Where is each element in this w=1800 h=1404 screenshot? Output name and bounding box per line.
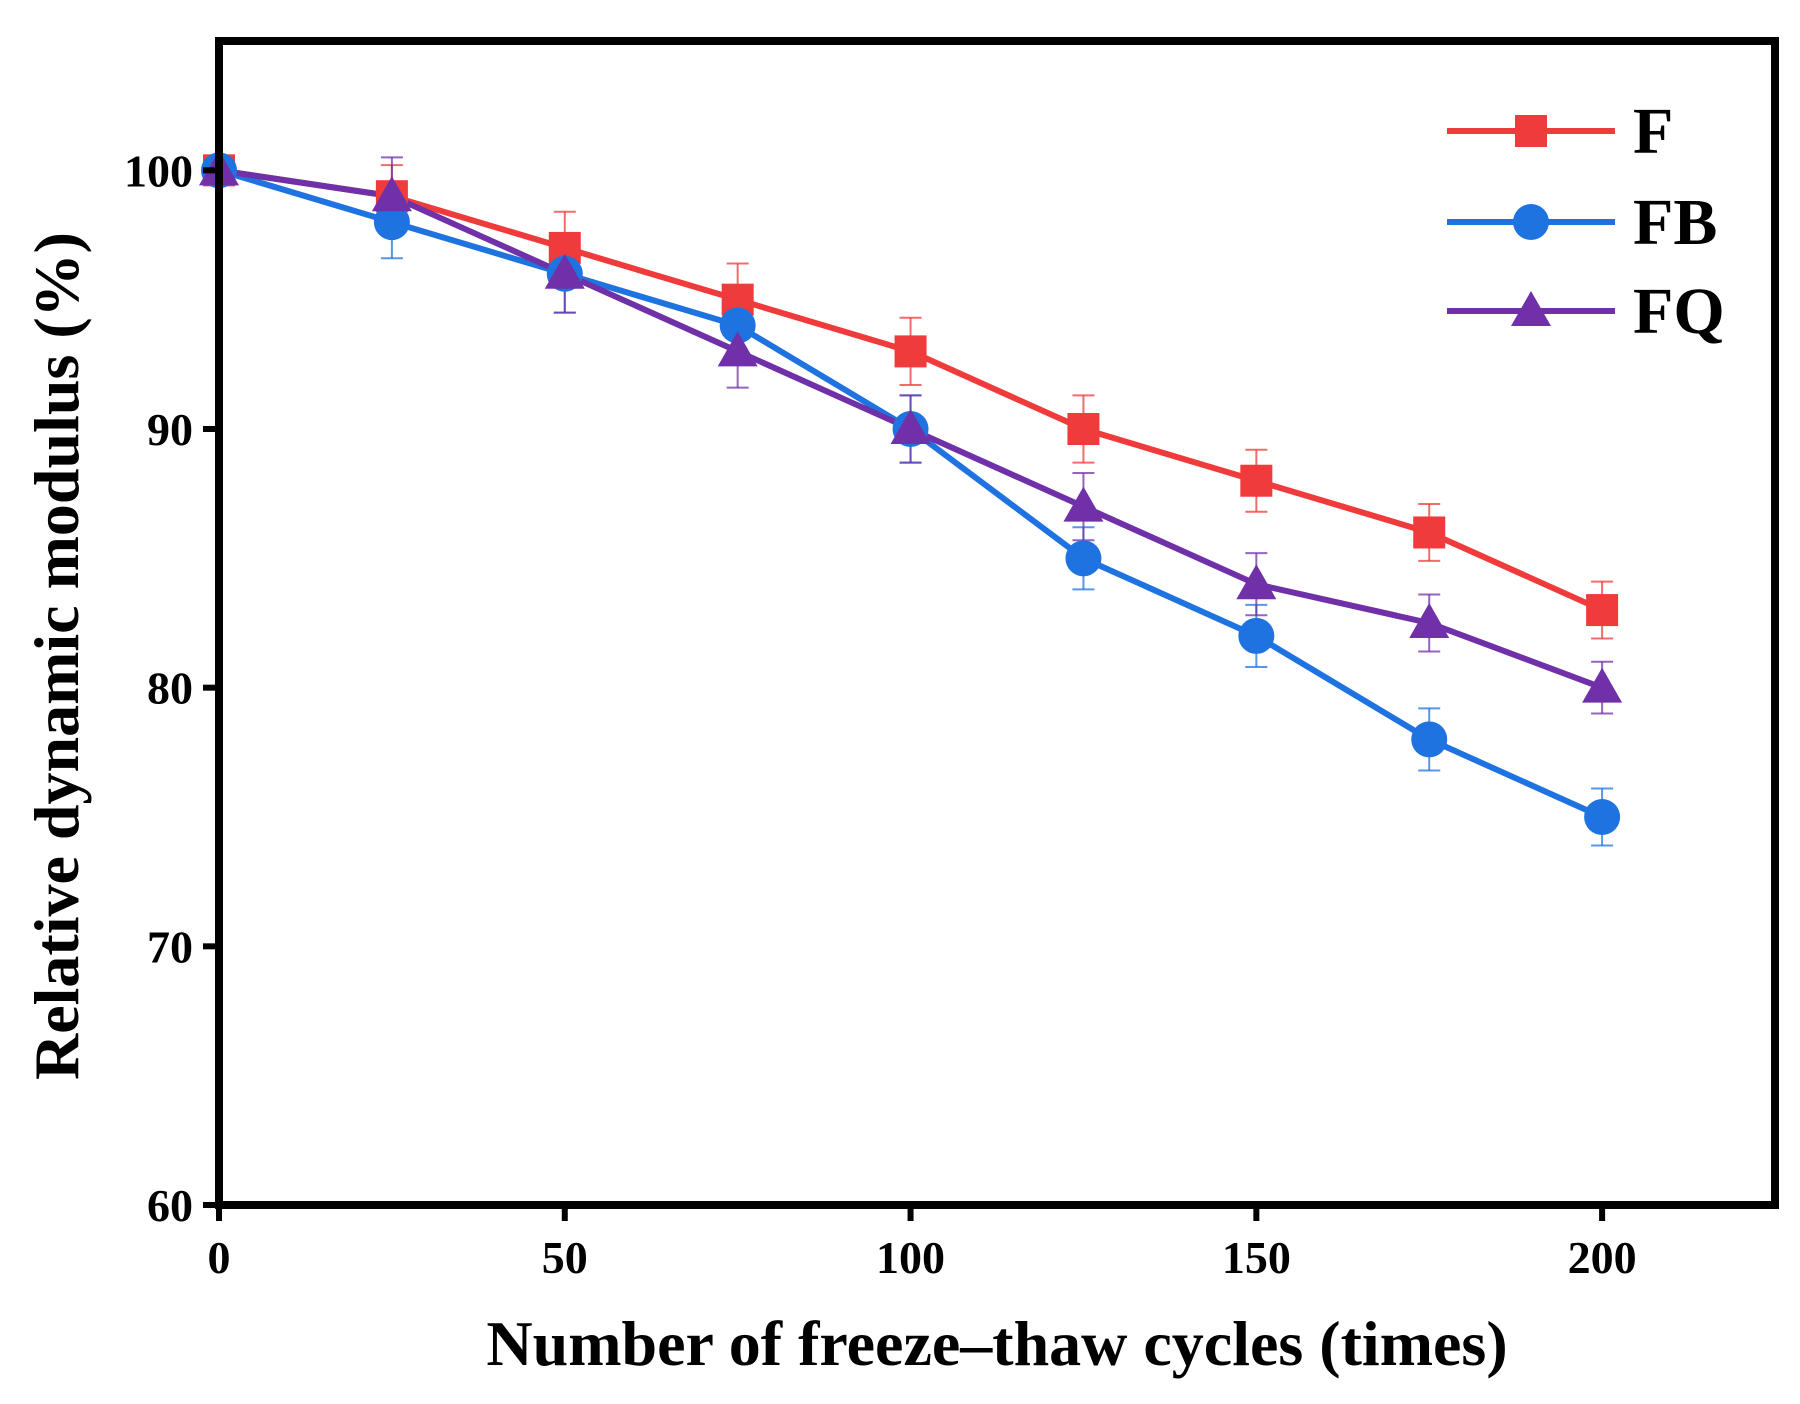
data-point-fb [1584, 799, 1621, 835]
x-tick-label: 50 [542, 1232, 588, 1283]
data-point-fb [1065, 540, 1102, 577]
plot-frame [215, 37, 1779, 1209]
data-point-fb [1238, 617, 1275, 654]
legend-label-fb: FB [1633, 186, 1717, 259]
data-point-fq [371, 176, 412, 212]
data-point-fb [719, 307, 756, 344]
legend-marker-f [1515, 115, 1547, 147]
y-tick-label: 70 [147, 921, 193, 972]
data-point-fq [1582, 667, 1623, 703]
data-point-fq [544, 253, 585, 289]
legend-label-fq: FQ [1633, 275, 1725, 348]
series-lines [218, 167, 1604, 820]
legend-marker-fq [1511, 291, 1551, 326]
x-tick-label: 100 [876, 1232, 945, 1283]
x-axis-title: Number of freeze–thaw cycles (times) [486, 1308, 1507, 1379]
data-point-f [894, 335, 927, 368]
data-point-f [1067, 413, 1100, 445]
legend-label-f: F [1633, 95, 1673, 168]
data-point-fq [1409, 603, 1450, 638]
legend-marker-fb [1513, 204, 1549, 240]
data-point-fq [717, 331, 758, 367]
data-point-fq [1236, 564, 1277, 600]
data-point-fq [1063, 486, 1104, 522]
series-markers [199, 150, 1623, 835]
y-tick-label: 90 [147, 404, 193, 455]
x-tick-label: 0 [208, 1232, 231, 1283]
data-point-f [1413, 516, 1446, 549]
y-tick-label: 100 [124, 145, 193, 196]
y-tick-label: 60 [147, 1180, 193, 1231]
series-line-f [218, 167, 1604, 613]
axis-ticks: 0 50 100 150 200 60 70 80 90 100 [124, 145, 1637, 1283]
x-tick-label: 200 [1568, 1232, 1637, 1283]
data-point-fb [1411, 721, 1448, 758]
legend: F FB FQ [1447, 95, 1725, 348]
data-point-f [1240, 464, 1273, 497]
data-point-fb [373, 204, 410, 241]
series-line-fb [218, 167, 1604, 820]
data-point-f [1586, 594, 1619, 627]
y-tick-label: 80 [147, 663, 193, 714]
y-axis-title: Relative dynamic modulus (%) [21, 232, 92, 1080]
data-point-fq [890, 409, 931, 444]
x-tick-label: 150 [1222, 1232, 1291, 1283]
